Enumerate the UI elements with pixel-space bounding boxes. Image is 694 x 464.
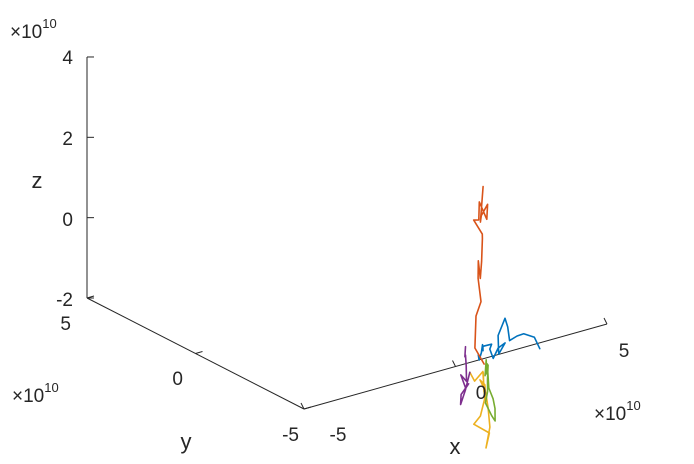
y-axis-label: y [181, 429, 192, 454]
y-tick-label: 0 [172, 369, 183, 390]
y-tick-mark [195, 351, 203, 354]
y-exponent: ×1010 [12, 380, 59, 407]
x-tick-mark [452, 360, 456, 367]
y-tick-label: 5 [60, 314, 71, 335]
series-line-2 [472, 185, 489, 365]
z-tick-label: 0 [62, 210, 73, 231]
x-tick-label: 0 [476, 383, 487, 404]
z-tick-label: -2 [56, 290, 73, 311]
y-tick-mark [303, 406, 312, 410]
series-line-5 [484, 359, 496, 422]
x-tick-label: 5 [619, 341, 630, 362]
series-line-1 [477, 317, 541, 361]
x-tick-mark [603, 317, 608, 325]
series-line-3 [469, 370, 491, 449]
z-tick-label: 2 [62, 129, 73, 150]
x-exponent: ×1010 [594, 398, 641, 425]
plot-traces [459, 185, 541, 449]
z-tick-label: 4 [62, 48, 73, 69]
z-exponent: ×1010 [10, 16, 57, 43]
x-axis-label: x [450, 434, 461, 459]
z-axis-label: z [32, 168, 43, 193]
x-tick-mark [300, 402, 305, 410]
x-tick-label: -5 [330, 425, 347, 446]
series-line-4 [459, 345, 471, 406]
axis-ticks [86, 56, 608, 410]
y-tick-mark [86, 295, 95, 299]
y-tick-label: -5 [282, 425, 299, 446]
